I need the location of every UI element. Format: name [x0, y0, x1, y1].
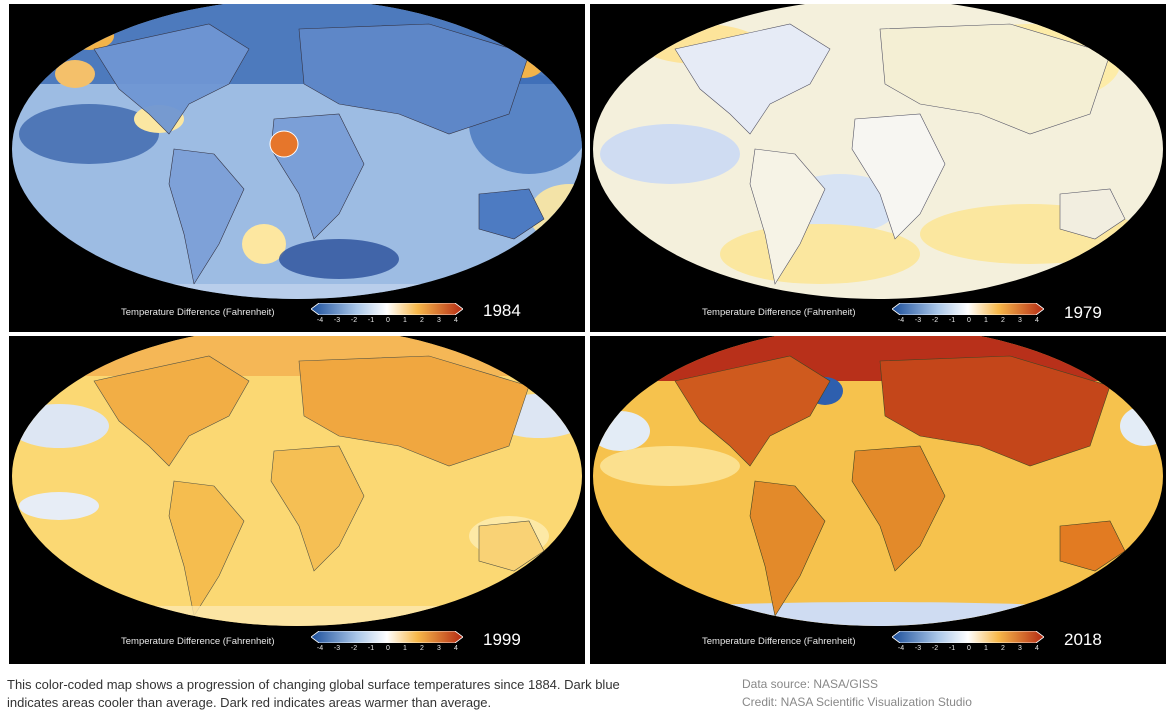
world-map-2018	[593, 336, 1163, 626]
legend-tick: -1	[948, 317, 956, 324]
legend-tick: 0	[967, 317, 971, 324]
legend-title: Temperature Difference (Fahrenheit)	[121, 307, 275, 318]
legend-tick: -1	[367, 317, 375, 324]
legend-tick: -3	[333, 645, 341, 652]
legend-tick: 1	[403, 317, 407, 324]
legend-tick: 3	[1018, 645, 1022, 652]
year-label: 2018	[1064, 630, 1102, 649]
legend-title: Temperature Difference (Fahrenheit)	[702, 307, 856, 318]
legend-tick: 0	[967, 645, 971, 652]
map-panel-1999: Temperature Difference (Fahrenheit) -4 -…	[9, 336, 585, 664]
year-label: 1979	[1064, 303, 1102, 322]
figure-caption: This color-coded map shows a progression…	[7, 677, 620, 710]
legend-tick: 2	[420, 645, 424, 652]
legend-tick: -2	[931, 317, 939, 324]
legend-tick: 4	[454, 645, 458, 652]
legend-tick: 0	[386, 645, 390, 652]
legend-tick: 3	[437, 645, 441, 652]
legend-tick: 3	[437, 317, 441, 324]
map-panel-2018: Temperature Difference (Fahrenheit) -4 -…	[590, 336, 1166, 664]
world-map-1984	[12, 4, 582, 299]
legend-tick: -1	[948, 645, 956, 652]
legend-tick: -1	[367, 645, 375, 652]
legend-tick: -2	[350, 645, 358, 652]
map-panel-1979: Temperature Difference (Fahrenheit) -4 -…	[590, 4, 1166, 332]
world-map-1999	[12, 336, 582, 626]
legend-tick: 4	[1035, 317, 1039, 324]
legend-tick: 1	[403, 645, 407, 652]
legend-tick: -4	[316, 317, 324, 324]
map-panel-1984: Temperature Difference (Fahrenheit) -4 -…	[9, 4, 585, 332]
legend-tick: 2	[1001, 645, 1005, 652]
year-label: 1999	[483, 630, 521, 649]
legend-tick: -4	[897, 645, 905, 652]
legend-colorbar	[892, 303, 1044, 315]
world-map-1979	[593, 4, 1163, 299]
legend-tick: -4	[897, 317, 905, 324]
legend-tick: -2	[350, 317, 358, 324]
legend-tick: 4	[1035, 645, 1039, 652]
year-label: 1984	[483, 301, 521, 320]
legend-tick: 0	[386, 317, 390, 324]
data-source: Data source: NASA/GISS	[742, 677, 879, 691]
legend-colorbar	[311, 631, 463, 643]
legend-tick: -3	[333, 317, 341, 324]
credit-line: Credit: NASA Scientific Visualization St…	[742, 695, 972, 709]
legend-tick: 1	[984, 317, 988, 324]
legend-tick: -3	[914, 645, 922, 652]
legend-tick: -2	[931, 645, 939, 652]
legend-colorbar	[892, 631, 1044, 643]
legend-title: Temperature Difference (Fahrenheit)	[702, 636, 856, 647]
legend-tick: -4	[316, 645, 324, 652]
legend-tick: 1	[984, 645, 988, 652]
legend-title: Temperature Difference (Fahrenheit)	[121, 636, 275, 647]
legend-colorbar	[311, 303, 463, 315]
legend-tick: 3	[1018, 317, 1022, 324]
legend-tick: 2	[1001, 317, 1005, 324]
legend-tick: -3	[914, 317, 922, 324]
legend-tick: 2	[420, 317, 424, 324]
legend-tick: 4	[454, 317, 458, 324]
credits-block: Data source: NASA/GISS Credit: NASA Scie…	[742, 675, 972, 711]
